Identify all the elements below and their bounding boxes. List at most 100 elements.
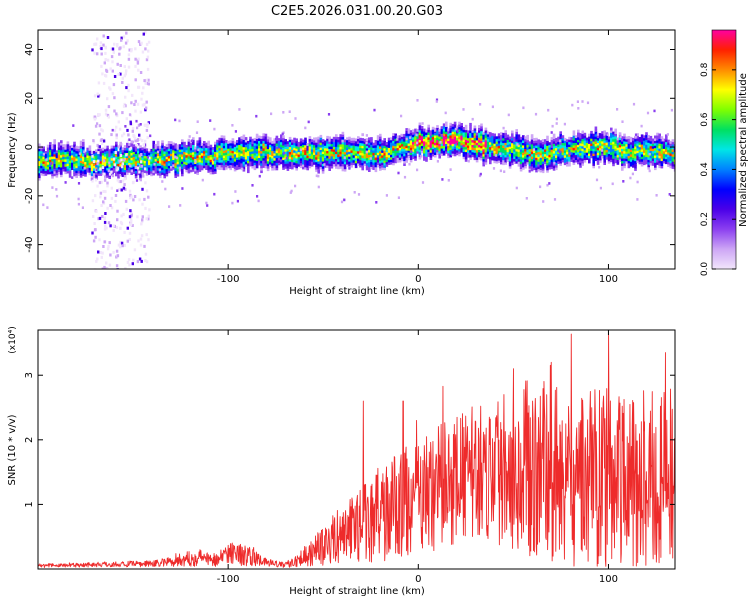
spectrogram-cell <box>284 141 287 145</box>
spectrogram-cell <box>161 145 164 149</box>
spectrogram-cell <box>339 146 342 150</box>
spectrogram-cell <box>275 157 279 161</box>
spectrogram-cell <box>414 143 417 147</box>
spectrogram-cell <box>64 168 67 172</box>
spectrogram-cell <box>552 155 556 159</box>
spectrogram-cell <box>233 168 237 172</box>
spectrogram-cell <box>607 141 611 145</box>
spectrogram-cell <box>143 123 146 127</box>
spectrogram-cell <box>167 141 171 144</box>
spectrogram-cell <box>159 172 162 176</box>
spectrogram-cell <box>552 165 556 169</box>
spectrogram-cell <box>203 153 206 157</box>
spectrogram-cell <box>214 168 217 172</box>
spectrogram-cell <box>102 139 106 143</box>
spectrogram-cell <box>361 160 364 163</box>
spectrogram-cell <box>205 152 208 156</box>
spectrogram-cell <box>610 134 613 138</box>
spectrogram-cell <box>176 144 180 148</box>
spectrogram-cell <box>95 209 98 213</box>
spectrogram-cell <box>321 163 325 167</box>
spectrogram-y-label: Frequency (Hz) <box>7 112 18 188</box>
spectrogram-cell <box>51 186 54 189</box>
spectrogram-cell <box>449 168 452 171</box>
spectrogram-cell <box>295 148 298 152</box>
spectrogram-cell <box>546 138 549 141</box>
spectrogram-cell <box>348 158 351 162</box>
spectrogram-cell <box>658 150 661 154</box>
spectrogram-cell <box>100 128 103 132</box>
spectrogram-cell <box>649 145 653 149</box>
spectrogram-cell <box>478 147 481 150</box>
spectrogram-cell <box>346 151 349 155</box>
spectrogram-cell <box>665 161 668 165</box>
spectrogram-cell <box>249 146 252 150</box>
spectrogram-cell <box>324 155 327 158</box>
spectrogram-cell <box>517 144 521 148</box>
spectrogram-cell <box>374 144 378 148</box>
spectrogram-cell <box>473 154 477 158</box>
spectrogram-cell <box>629 149 633 152</box>
spectrogram-cell <box>392 142 395 146</box>
spectrogram-cell <box>379 143 382 147</box>
spectrogram-cell <box>444 111 447 115</box>
spectrogram-cell <box>418 142 422 145</box>
spectrogram-cell <box>658 148 661 152</box>
spectrogram-cell <box>247 145 250 149</box>
spectrogram-cell <box>152 172 155 176</box>
spectrogram-cell <box>469 135 472 138</box>
spectrogram-cell <box>91 199 95 203</box>
spectrogram-cell <box>121 179 125 183</box>
spectrogram-cell <box>253 167 257 171</box>
spectrogram-cell <box>159 163 162 166</box>
spectrogram-cell <box>293 140 296 143</box>
spectrogram-cell <box>218 154 221 158</box>
spectrogram-cell <box>134 47 137 51</box>
spectrogram-cell <box>126 167 129 171</box>
spectrogram-cell <box>519 166 523 169</box>
spectrogram-cell <box>42 161 45 164</box>
spectrogram-cell <box>214 171 217 174</box>
spectrogram-cell <box>456 135 459 139</box>
spectrogram-cell <box>68 157 72 161</box>
spectrogram-cell <box>310 144 314 147</box>
spectrogram-cell <box>125 86 128 90</box>
spectrogram-cell <box>106 58 110 62</box>
spectrogram-cell <box>407 150 411 154</box>
spectrogram-cell <box>128 238 131 241</box>
spectrogram-cell <box>240 143 243 147</box>
spectrogram-cell <box>484 149 488 153</box>
spectrogram-cell <box>550 166 554 170</box>
spectrogram-cell <box>258 152 261 156</box>
spectrogram-cell <box>634 158 637 162</box>
spectrogram-cell <box>632 142 635 146</box>
spectrogram-cell <box>502 147 505 151</box>
spectrogram-cell <box>138 133 141 137</box>
spectrogram-cell <box>319 139 323 143</box>
spectrogram-cell <box>198 144 202 148</box>
spectrogram-cell <box>627 140 631 144</box>
spectrogram-cell <box>319 134 323 138</box>
spectrogram-cell <box>566 151 569 155</box>
spectrogram-cell <box>260 155 263 159</box>
spectrogram-cell <box>261 160 265 164</box>
spectrogram-cell <box>616 149 620 153</box>
spectrogram-cell <box>559 153 562 157</box>
spectrogram-cell <box>299 165 303 169</box>
spectrogram-cell <box>544 148 547 152</box>
spectrogram-cell <box>555 157 558 161</box>
spectrogram-cell <box>240 160 243 164</box>
spectrogram-cell <box>66 168 70 172</box>
spectrogram-cell <box>445 121 448 125</box>
spectrogram-cell <box>222 145 226 149</box>
spectrogram-cell <box>467 152 470 156</box>
spectrogram-cell <box>379 158 382 162</box>
spectrogram-cell <box>524 155 527 159</box>
spectrogram-cell <box>489 132 492 135</box>
spectrogram-cell <box>460 137 463 141</box>
spectrogram-cell <box>553 135 556 139</box>
spectrogram-cell <box>266 156 270 159</box>
spectrogram-cell <box>174 175 177 178</box>
spectrogram-cell <box>647 135 650 138</box>
spectrogram-cell <box>431 131 435 135</box>
